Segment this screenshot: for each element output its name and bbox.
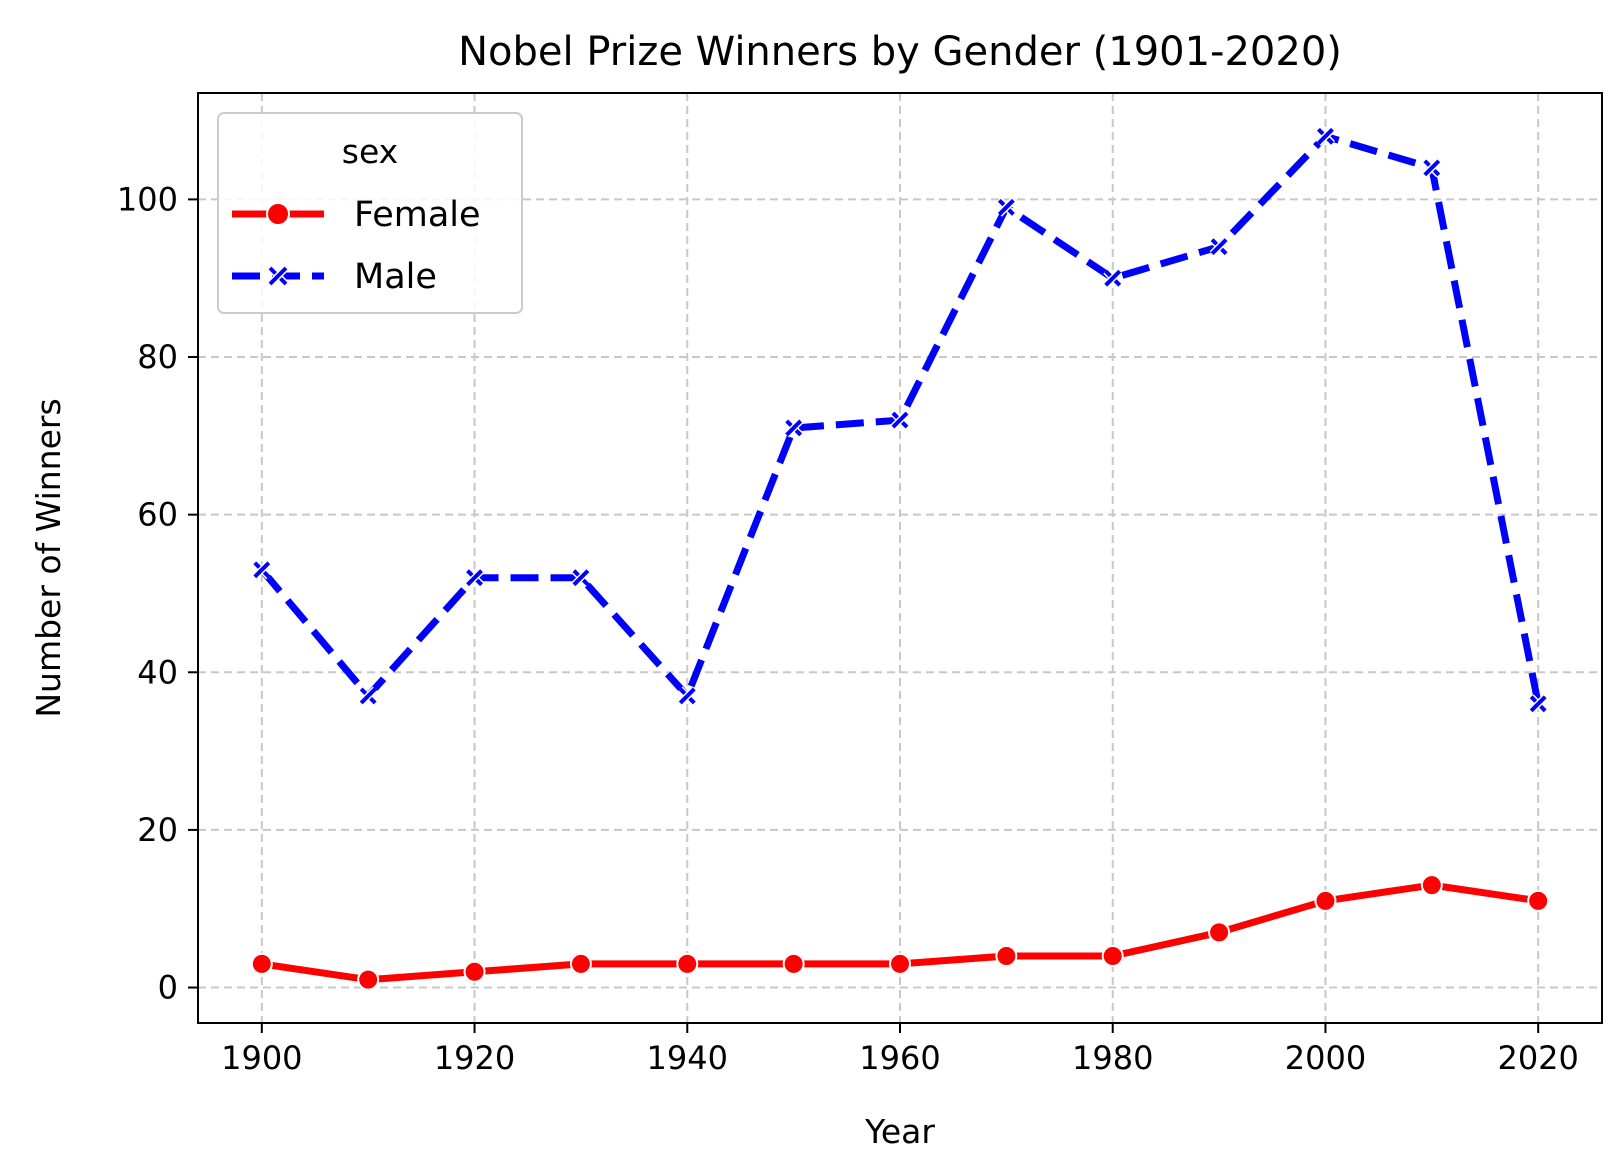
female-point <box>569 952 592 975</box>
x-tick-label: 1940 <box>647 1039 728 1077</box>
female-point <box>995 945 1018 968</box>
female-point <box>1420 874 1443 897</box>
x-tick-label: 1900 <box>221 1039 302 1077</box>
series-layer <box>250 126 1550 991</box>
female-point <box>1208 921 1231 944</box>
y-tick-label: 20 <box>137 811 178 849</box>
female-point <box>463 960 486 983</box>
male-series <box>252 126 1548 714</box>
male-point <box>784 418 804 438</box>
x-marker-stroke <box>1104 269 1122 287</box>
x-marker-stroke <box>1210 238 1228 256</box>
female-point <box>676 952 699 975</box>
female-point <box>1314 889 1337 912</box>
x-tick-label: 2020 <box>1497 1039 1578 1077</box>
x-marker-stroke <box>253 561 271 579</box>
male-point <box>1315 126 1335 146</box>
x-marker-stroke <box>1529 695 1547 713</box>
legend-title: sex <box>342 132 398 171</box>
female-point <box>782 952 805 975</box>
female-point <box>1101 945 1124 968</box>
y-axis-label: Number of Winners <box>29 398 68 717</box>
male-point <box>1528 694 1548 714</box>
legend-items: Female Male <box>232 195 481 297</box>
x-marker-stroke <box>466 569 483 587</box>
female-point <box>1527 889 1550 912</box>
legend-box <box>217 112 523 314</box>
legend: sex Female Male <box>217 112 523 314</box>
male-point <box>358 686 378 706</box>
female-point <box>250 952 273 975</box>
legend-item-female: Female <box>232 195 481 235</box>
y-tick-label: 100 <box>117 180 178 218</box>
male-point <box>1422 158 1442 178</box>
axis-ticks: 1900 1920 1940 1960 1980 2000 2020 0 20 40 60 80 100 <box>117 180 1579 1077</box>
y-tick-label: 60 <box>137 496 178 534</box>
x-tick-label: 1960 <box>859 1039 940 1077</box>
x-marker-stroke <box>572 569 590 587</box>
y-tick-label: 80 <box>137 338 178 376</box>
legend-swatch-marker <box>267 265 289 287</box>
female-point <box>889 952 911 975</box>
female-series <box>250 874 1550 991</box>
male-point <box>465 568 485 588</box>
x-marker-stroke <box>785 419 803 437</box>
legend-label: Male <box>354 257 437 297</box>
x-marker-stroke <box>359 687 377 705</box>
legend-label: Female <box>354 195 481 235</box>
x-axis-label: Year <box>864 1112 935 1151</box>
x-marker-stroke <box>1317 127 1334 145</box>
male-point <box>677 686 697 706</box>
x-tick-label: 2000 <box>1285 1039 1366 1077</box>
male-point <box>1209 237 1229 257</box>
x-tick-label: 1980 <box>1072 1039 1153 1077</box>
x-marker-stroke <box>997 198 1015 216</box>
female-point <box>357 968 380 991</box>
male-point <box>252 560 272 580</box>
male-point <box>996 197 1016 217</box>
chart-title: Nobel Prize Winners by Gender (1901-2020… <box>458 29 1342 75</box>
male-point <box>890 410 910 430</box>
x-marker-stroke <box>268 266 288 286</box>
x-marker-stroke <box>891 411 909 429</box>
y-tick-label: 0 <box>158 969 178 1007</box>
male-point <box>571 568 591 588</box>
x-marker-stroke <box>1423 159 1441 177</box>
x-tick-label: 1920 <box>434 1039 515 1077</box>
male-point <box>1103 268 1123 288</box>
grid <box>198 93 1602 1023</box>
y-tick-label: 40 <box>137 653 178 691</box>
x-marker-stroke <box>678 687 696 705</box>
legend-item-male: Male <box>232 257 437 297</box>
legend-swatch-marker <box>266 202 290 226</box>
